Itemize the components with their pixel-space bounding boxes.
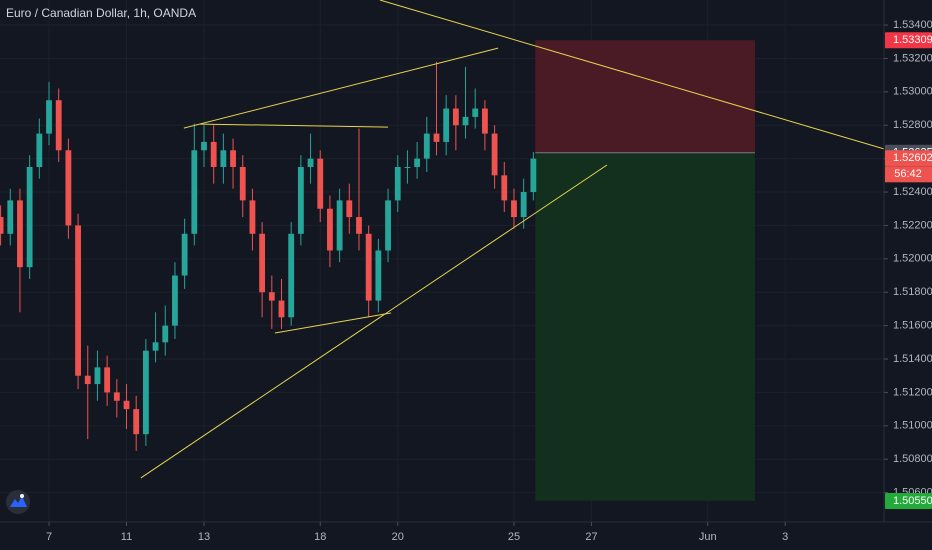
x-tick-label: 20	[392, 531, 404, 543]
candle-body	[152, 342, 159, 351]
candle-body	[491, 133, 498, 176]
candle-body	[404, 166, 411, 168]
x-tick-label: 27	[585, 531, 597, 543]
y-tick-label: 1.51400	[893, 353, 932, 365]
candle-body	[297, 166, 304, 234]
axes: 1.534001.532001.530001.528001.526001.524…	[46, 19, 932, 543]
candle-body	[375, 250, 382, 301]
y-tick-label: 1.52800	[893, 119, 932, 131]
candle-body	[346, 200, 353, 218]
price-tag-label: 1.52602	[893, 152, 932, 164]
candle-body	[530, 158, 537, 193]
trend-line	[274, 312, 392, 334]
chart-title: Euro / Canadian Dollar, 1h, OANDA	[6, 6, 196, 20]
price-tag	[885, 32, 932, 49]
candle-body	[472, 108, 479, 117]
candle-body	[84, 375, 91, 385]
countdown-tag	[885, 166, 932, 183]
candle-body	[181, 233, 188, 276]
price-tag	[885, 492, 932, 509]
candle-body	[365, 233, 372, 301]
x-tick-label: 7	[46, 531, 52, 543]
price-tag-label: 1.50550	[893, 495, 932, 507]
target-zone	[535, 152, 755, 501]
plot-area	[0, 0, 884, 501]
logo[interactable]	[6, 490, 30, 514]
candle-body	[288, 233, 295, 318]
candle-body	[230, 150, 236, 167]
candle-body	[133, 409, 140, 435]
candle-body	[385, 200, 391, 251]
price-tag-label: 1.53309	[893, 34, 932, 46]
y-tick-label: 1.52400	[893, 186, 932, 198]
candle-body	[423, 133, 430, 159]
candle-body	[239, 166, 246, 201]
candle-body	[394, 166, 401, 201]
y-tick-label: 1.53400	[893, 19, 932, 31]
candle-body	[249, 200, 256, 234]
candle-body	[55, 100, 62, 151]
candle-body	[356, 217, 362, 234]
candle-body	[307, 158, 314, 167]
trend-line	[183, 47, 499, 129]
x-tick-label: 18	[314, 531, 326, 543]
y-tick-label: 1.51800	[893, 286, 932, 298]
candle-body	[46, 100, 52, 134]
trend-line	[140, 164, 608, 479]
candle-body	[501, 175, 508, 201]
countdown-label: 56:42	[894, 168, 922, 180]
candle-body	[462, 116, 469, 126]
candle-body	[201, 141, 207, 151]
y-tick-label: 1.51200	[893, 386, 932, 398]
price-tag	[885, 150, 932, 167]
y-tick-label: 1.50800	[893, 453, 932, 465]
candle-body	[162, 325, 169, 343]
candle-body	[17, 200, 23, 268]
candle-body	[142, 350, 149, 435]
candle-body	[75, 225, 81, 376]
y-tick-label: 1.52200	[893, 219, 932, 231]
stop-zone	[535, 40, 755, 153]
x-tick-label: 11	[121, 531, 132, 543]
x-tick-label: 13	[198, 531, 210, 543]
candle-body	[36, 133, 43, 167]
candle-body	[327, 208, 333, 251]
candle-body	[210, 141, 217, 167]
candle-body	[482, 108, 488, 134]
candle-body	[259, 233, 266, 293]
candle-body	[317, 158, 324, 209]
y-tick-label: 1.51600	[893, 320, 932, 332]
candle-body	[433, 133, 440, 142]
candle-body	[511, 200, 517, 218]
candle-body	[443, 108, 450, 142]
candle-body	[172, 275, 178, 326]
y-tick-label: 1.52000	[893, 253, 932, 265]
candle-body	[113, 392, 120, 401]
candle-body	[191, 150, 198, 234]
candle-body	[414, 158, 421, 167]
y-tick-label: 1.53200	[893, 52, 932, 64]
candle-body	[336, 200, 343, 251]
x-tick-label: Jun	[699, 531, 717, 543]
candle-body	[0, 217, 4, 234]
candle-body	[452, 108, 459, 126]
candle-body	[123, 400, 130, 410]
candle-body	[520, 192, 527, 218]
trend-line	[200, 123, 389, 128]
x-tick-label: 3	[782, 531, 788, 543]
y-tick-label: 1.51000	[893, 420, 932, 432]
candle-body	[94, 367, 101, 385]
candle-body	[104, 367, 111, 393]
candle-body	[65, 150, 72, 226]
x-tick-label: 25	[508, 531, 520, 543]
candle-body	[268, 292, 275, 301]
candle-body	[26, 166, 33, 268]
candle-body	[278, 300, 285, 318]
candle-body	[7, 200, 14, 234]
y-tick-label: 1.53000	[893, 86, 932, 98]
candle-body	[220, 150, 227, 167]
trend-line	[379, 0, 884, 150]
